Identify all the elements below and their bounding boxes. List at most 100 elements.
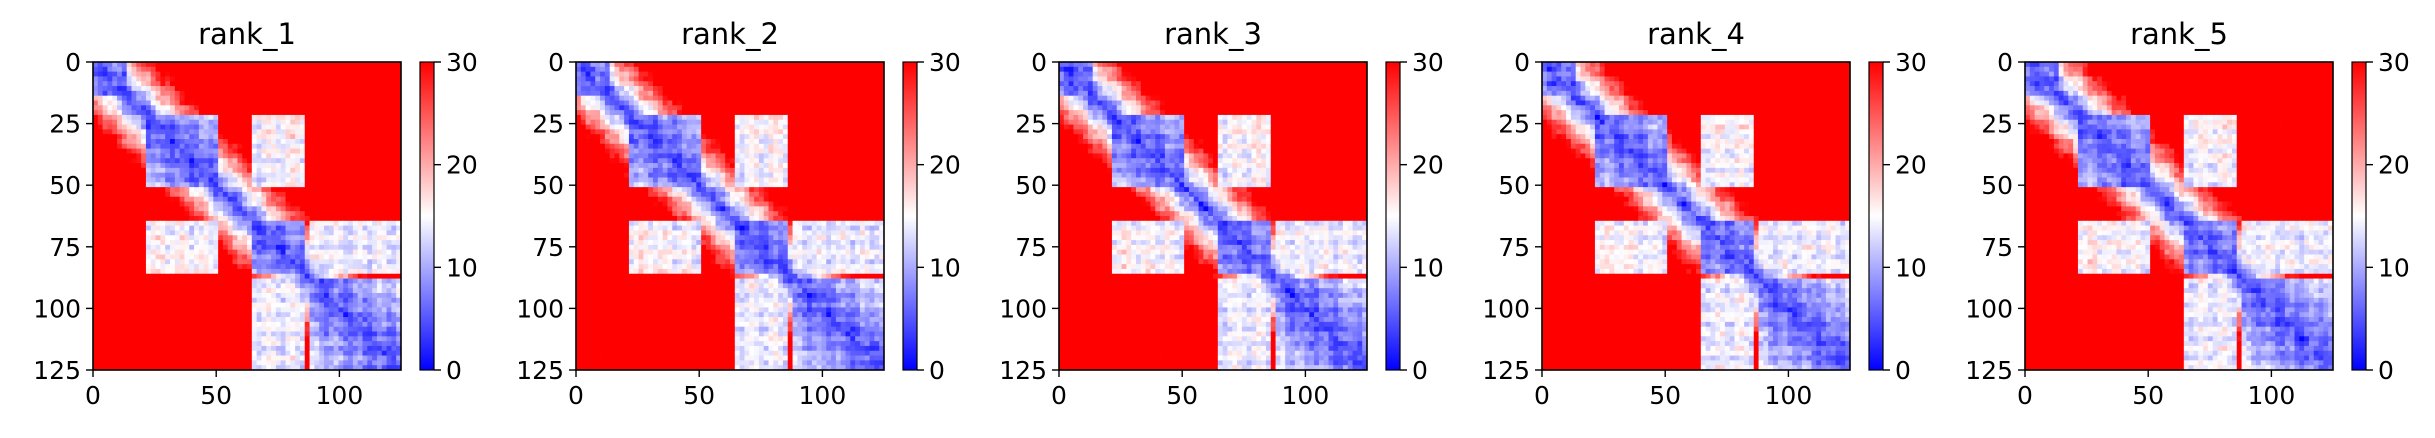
heatmap-cell (338, 119, 344, 125)
heatmap-cell (213, 273, 219, 279)
heatmap-cell (314, 163, 320, 169)
heatmap-cell (376, 105, 383, 111)
heatmap-cell (309, 273, 315, 279)
heatmap-cell (247, 172, 253, 178)
heatmap-cell (859, 62, 866, 68)
heatmap-cell (107, 211, 113, 217)
heatmap-cell (213, 134, 219, 140)
heatmap-cell (275, 76, 282, 82)
heatmap-cell (117, 62, 123, 68)
heatmap-cell (208, 216, 214, 222)
heatmap-cell (285, 341, 291, 347)
heatmap-cell (595, 71, 601, 77)
heatmap-cell (338, 134, 344, 140)
heatmap-cell (285, 225, 291, 231)
heatmap-cell (227, 86, 233, 92)
heatmap-cell (372, 302, 378, 308)
heatmap-cell (121, 187, 128, 193)
heatmap-cell (299, 66, 306, 73)
heatmap-cell (97, 124, 104, 130)
heatmap-cell (126, 66, 132, 73)
heatmap-cell (117, 264, 123, 270)
heatmap-cell (174, 225, 181, 231)
heatmap-cell (391, 297, 397, 304)
heatmap-cell (213, 167, 219, 174)
heatmap-cell (391, 86, 397, 92)
heatmap-cell (787, 100, 793, 106)
heatmap-cell (160, 321, 166, 328)
heatmap-cell (145, 331, 152, 337)
heatmap-cell (237, 254, 243, 260)
heatmap-cell (145, 307, 152, 313)
heatmap-cell (174, 278, 181, 284)
heatmap-cell (319, 211, 325, 217)
heatmap-cell (261, 355, 267, 361)
heatmap-cell (141, 240, 147, 246)
heatmap-cell (314, 297, 320, 304)
heatmap-cell (150, 100, 156, 106)
heatmap-cell (295, 312, 301, 318)
heatmap-cell (184, 288, 190, 294)
heatmap-cell (107, 86, 113, 92)
heatmap-cell (170, 345, 176, 352)
heatmap-cell (112, 317, 118, 323)
heatmap-cell (754, 105, 760, 111)
heatmap-cell (686, 105, 692, 111)
heatmap-cell (189, 230, 195, 236)
heatmap-cell (314, 76, 320, 82)
heatmap-cell (232, 119, 238, 125)
heatmap-cell (141, 220, 147, 227)
heatmap-cell (227, 244, 233, 251)
heatmap-cell (352, 76, 359, 82)
heatmap-cell (93, 81, 99, 87)
heatmap-cell (333, 293, 339, 299)
heatmap-cell (381, 206, 387, 212)
heatmap-cell (136, 66, 142, 73)
heatmap-cell (271, 331, 277, 337)
heatmap-cell (275, 321, 282, 328)
heatmap-cell (93, 86, 99, 92)
heatmap-cell (174, 240, 181, 246)
heatmap-cell (831, 95, 837, 101)
heatmap-cell (261, 129, 267, 135)
heatmap-cell (343, 341, 349, 347)
heatmap-cell (203, 345, 209, 352)
heatmap-cell (343, 268, 349, 275)
heatmap-cell (213, 317, 219, 323)
heatmap-cell (145, 211, 152, 217)
heatmap-cell (376, 317, 383, 323)
heatmap-cell (107, 268, 113, 275)
heatmap-cell (643, 90, 649, 97)
heatmap-cell (218, 283, 224, 289)
heatmap-cell (232, 95, 238, 101)
heatmap-cell (299, 302, 306, 308)
heatmap-cell (376, 153, 383, 159)
heatmap-cell (304, 134, 310, 140)
heatmap-cell (304, 360, 310, 366)
heatmap-cell (222, 230, 229, 236)
heatmap-cell (648, 110, 654, 116)
heatmap-cell (362, 254, 368, 260)
heatmap-cell (121, 293, 128, 299)
heatmap-cell (653, 105, 659, 111)
heatmap-cell (261, 110, 267, 116)
heatmap-cell (773, 105, 779, 111)
heatmap-cell (275, 143, 282, 150)
heatmap-cell (170, 134, 176, 140)
heatmap-cell (338, 76, 344, 82)
heatmap-cell (367, 312, 373, 318)
heatmap-cell (782, 105, 789, 111)
heatmap-cell (242, 201, 248, 207)
heatmap-cell (150, 206, 156, 212)
heatmap-cell (324, 220, 330, 227)
heatmap-cell (376, 110, 383, 116)
heatmap-cell (285, 100, 291, 106)
heatmap-cell (319, 119, 325, 125)
heatmap-cell (628, 62, 635, 68)
heatmap-cell (194, 191, 200, 198)
heatmap-cell (352, 158, 359, 164)
heatmap-cell (203, 90, 209, 97)
heatmap-cell (242, 345, 248, 352)
heatmap-cell (251, 66, 258, 73)
heatmap-cell (136, 336, 142, 342)
